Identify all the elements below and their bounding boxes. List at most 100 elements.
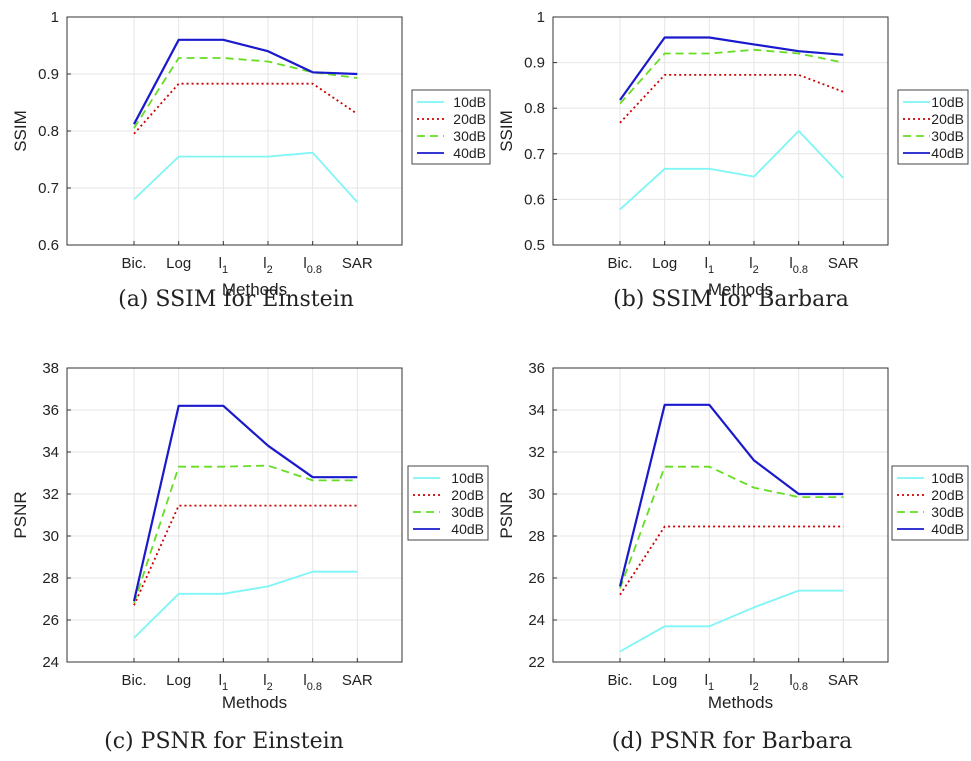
series-line-40dB — [618, 403, 844, 587]
x-tick-label: Bic. — [121, 255, 146, 272]
x-tick-label: l2 — [263, 672, 272, 693]
x-tick-label: l2 — [263, 255, 272, 276]
y-tick-label: 26 — [528, 570, 545, 587]
y-tick-label: 0.6 — [524, 191, 545, 208]
x-tick-label-subscript: 0.8 — [793, 681, 808, 693]
legend-label: 40dB — [931, 521, 964, 537]
y-axis-label: PSNR — [497, 491, 516, 538]
y-tick-label: 24 — [42, 654, 59, 671]
x-tick-label-base: l — [219, 255, 222, 272]
y-tick-label: 0.9 — [524, 55, 545, 72]
x-tick-label: Bic. — [121, 672, 146, 689]
x-tick-label: SAR — [828, 255, 859, 272]
series-line-30dB — [619, 48, 844, 105]
x-tick-label-base: SAR — [342, 672, 373, 689]
x-axis-label: Methods — [708, 280, 773, 299]
x-tick-label-subscript: 1 — [222, 264, 228, 276]
y-axis-label: SSIM — [11, 110, 30, 152]
x-tick-label-base: Log — [652, 672, 677, 689]
y-tick-label: 32 — [528, 444, 545, 461]
x-tick-label-base: Log — [652, 255, 677, 272]
x-tick-label-subscript: 2 — [267, 681, 273, 693]
axes-box — [552, 367, 889, 663]
x-tick-label-base: l — [789, 255, 792, 272]
x-tick-label: Bic. — [607, 672, 632, 689]
x-tick-label-base: l — [705, 672, 708, 689]
x-axis-label: Methods — [222, 280, 287, 299]
y-tick-label: 34 — [42, 444, 59, 461]
x-tick-label-subscript: 1 — [708, 681, 714, 693]
y-axis-label: SSIM — [497, 110, 516, 152]
y-tick-label: 0.9 — [38, 66, 59, 83]
x-tick-label-base: l — [263, 255, 266, 272]
y-tick-label: 0.7 — [38, 180, 59, 197]
x-tick-label-subscript: 0.8 — [307, 681, 322, 693]
x-tick-label: l1 — [705, 255, 714, 276]
legend-label: 10dB — [931, 94, 964, 110]
series-line-10dB — [133, 151, 358, 203]
x-tick-label-base: l — [789, 672, 792, 689]
x-tick-label-subscript: 0.8 — [307, 264, 322, 276]
y-tick-label: 36 — [42, 402, 59, 419]
legend-label: 30dB — [931, 504, 964, 520]
x-tick-label-base: l — [219, 672, 222, 689]
x-axis-label: Methods — [222, 693, 287, 712]
legend-label: 10dB — [453, 94, 486, 110]
y-tick-label: 24 — [528, 612, 545, 629]
x-tick-label-base: l — [749, 255, 752, 272]
x-tick-label-subscript: 2 — [753, 681, 759, 693]
y-tick-label: 28 — [528, 528, 545, 545]
y-tick-label: 1 — [51, 9, 59, 26]
x-tick-label-base: Bic. — [607, 255, 632, 272]
y-tick-label: 30 — [42, 528, 59, 545]
legend-label: 30dB — [931, 128, 964, 144]
x-tick-label: SAR — [828, 672, 859, 689]
x-tick-label: l0.8 — [789, 672, 808, 693]
x-tick-label: Bic. — [607, 255, 632, 272]
x-tick-label: l1 — [219, 672, 228, 693]
legend-label: 20dB — [451, 487, 484, 503]
x-tick-label: Log — [166, 672, 191, 689]
x-axis-label: Methods — [708, 693, 773, 712]
x-tick-label-base: Bic. — [607, 672, 632, 689]
figure-caption: (a) SSIM for Einstein — [118, 287, 354, 312]
x-tick-label-base: SAR — [828, 672, 859, 689]
x-tick-label-base: l — [303, 255, 306, 272]
figure-caption: (b) SSIM for Barbara — [613, 287, 849, 312]
legend-label: 40dB — [453, 145, 486, 161]
x-tick-label-base: SAR — [828, 255, 859, 272]
y-tick-label: 34 — [528, 402, 545, 419]
x-tick-label-base: SAR — [342, 255, 373, 272]
x-tick-label: l0.8 — [789, 255, 808, 276]
y-tick-label: 0.8 — [524, 100, 545, 117]
legend-label: 40dB — [451, 521, 484, 537]
x-tick-label: SAR — [342, 255, 373, 272]
x-tick-label-base: l — [705, 255, 708, 272]
legend-label: 20dB — [453, 111, 486, 127]
x-tick-label: Log — [652, 255, 677, 272]
x-tick-label-base: Bic. — [121, 255, 146, 272]
x-tick-label-subscript: 0.8 — [793, 264, 808, 276]
x-tick-label-base: l — [303, 672, 306, 689]
legend-label: 20dB — [931, 111, 964, 127]
legend-label: 10dB — [931, 470, 964, 486]
plot-area — [553, 368, 888, 662]
series-line-40dB — [619, 36, 844, 101]
x-tick-label: SAR — [342, 672, 373, 689]
series-line-20dB — [133, 82, 358, 135]
series-line-10dB — [619, 130, 844, 211]
x-tick-label: Log — [652, 672, 677, 689]
legend-label: 10dB — [451, 470, 484, 486]
series-line-40dB — [132, 404, 358, 602]
y-tick-label: 0.5 — [524, 237, 545, 254]
x-tick-label: l0.8 — [303, 255, 322, 276]
x-tick-label-base: l — [263, 672, 266, 689]
y-tick-label: 30 — [528, 486, 545, 503]
figure-caption: (d) PSNR for Barbara — [612, 729, 852, 754]
y-tick-label: 0.7 — [524, 146, 545, 163]
x-tick-label-subscript: 1 — [708, 264, 714, 276]
y-tick-label: 0.6 — [38, 237, 59, 254]
